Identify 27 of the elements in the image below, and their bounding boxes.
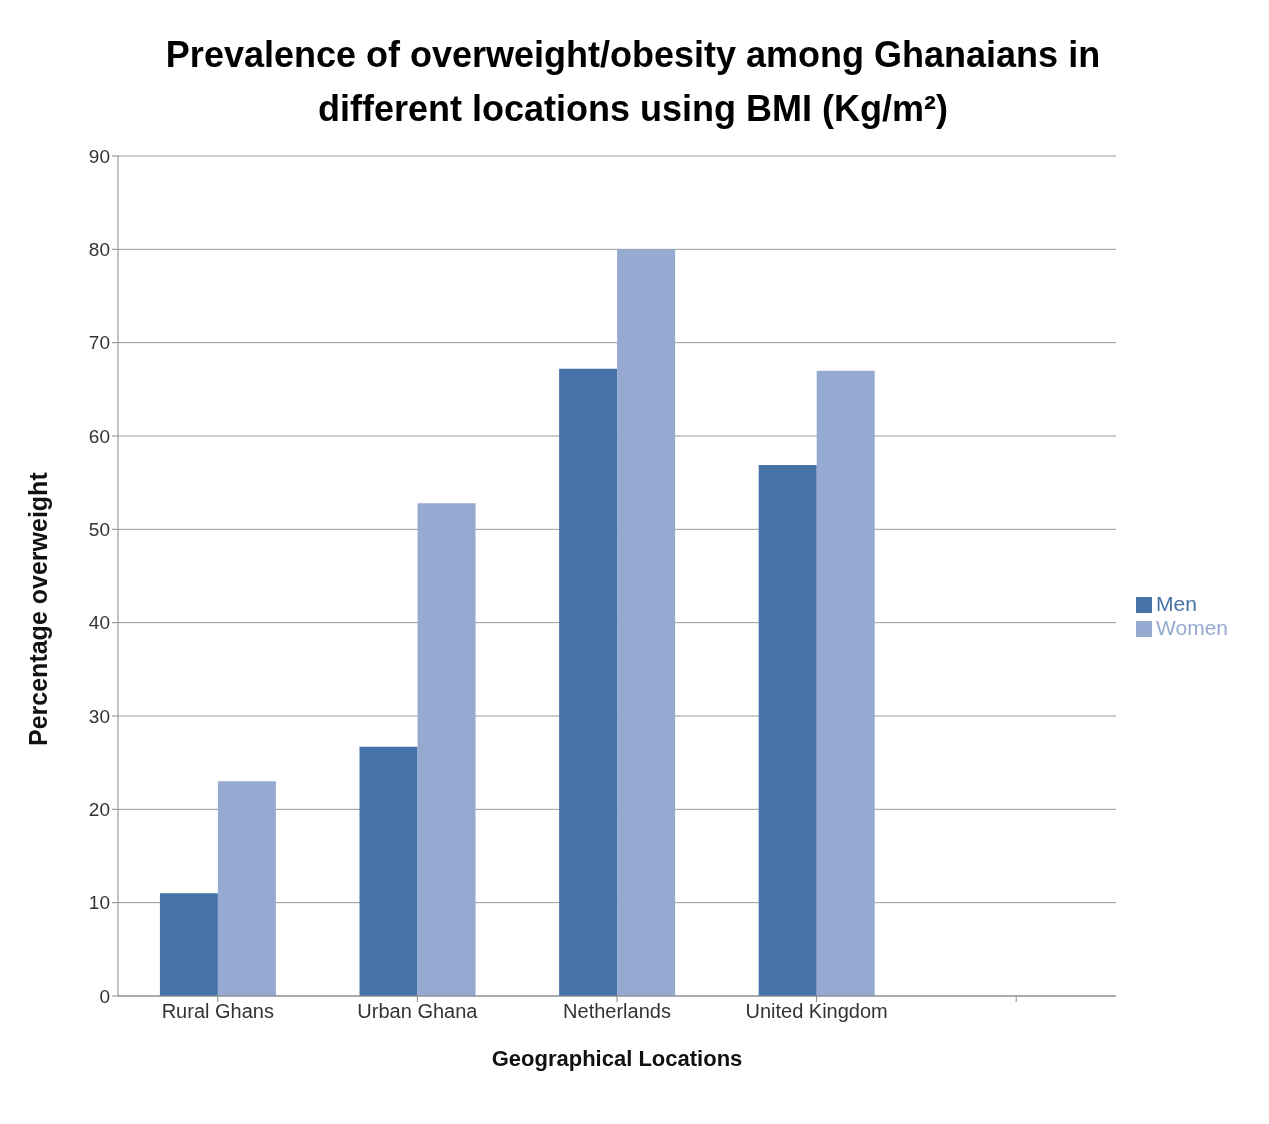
bar	[359, 746, 418, 996]
bar	[559, 368, 618, 996]
y-axis-title: Percentage overweight	[23, 471, 52, 746]
y-tick-label: 10	[88, 892, 110, 914]
bar	[758, 464, 817, 996]
bar	[617, 249, 676, 996]
y-tick-label: 30	[88, 705, 110, 727]
y-tick-label: 70	[88, 332, 110, 354]
bar	[417, 503, 476, 996]
y-tick-label: 20	[88, 799, 110, 821]
x-tick-label: Urban Ghana	[357, 1000, 479, 1023]
x-tick-label: Rural Ghans	[161, 1000, 274, 1023]
bar	[217, 781, 276, 996]
bar	[159, 893, 218, 996]
x-axis-title: Geographical Locations	[491, 1046, 743, 1071]
bar	[816, 370, 875, 996]
y-tick-label: 0	[99, 985, 110, 1007]
y-tick-label: 60	[88, 425, 110, 447]
y-tick-label: 50	[88, 519, 110, 541]
x-tick-label: United Kingdom	[745, 1000, 888, 1023]
legend-label: Women	[1156, 616, 1228, 639]
y-tick-label: 90	[88, 145, 110, 167]
y-tick-label: 80	[88, 239, 110, 261]
legend-label: Men	[1156, 592, 1197, 615]
chart-title: Prevalence of overweight/obesity among Ghanaians in different locations using BMI (Kg/m²)	[164, 33, 1102, 131]
y-tick-label: 40	[88, 612, 110, 634]
x-tick-label: Netherlands	[563, 1000, 671, 1023]
